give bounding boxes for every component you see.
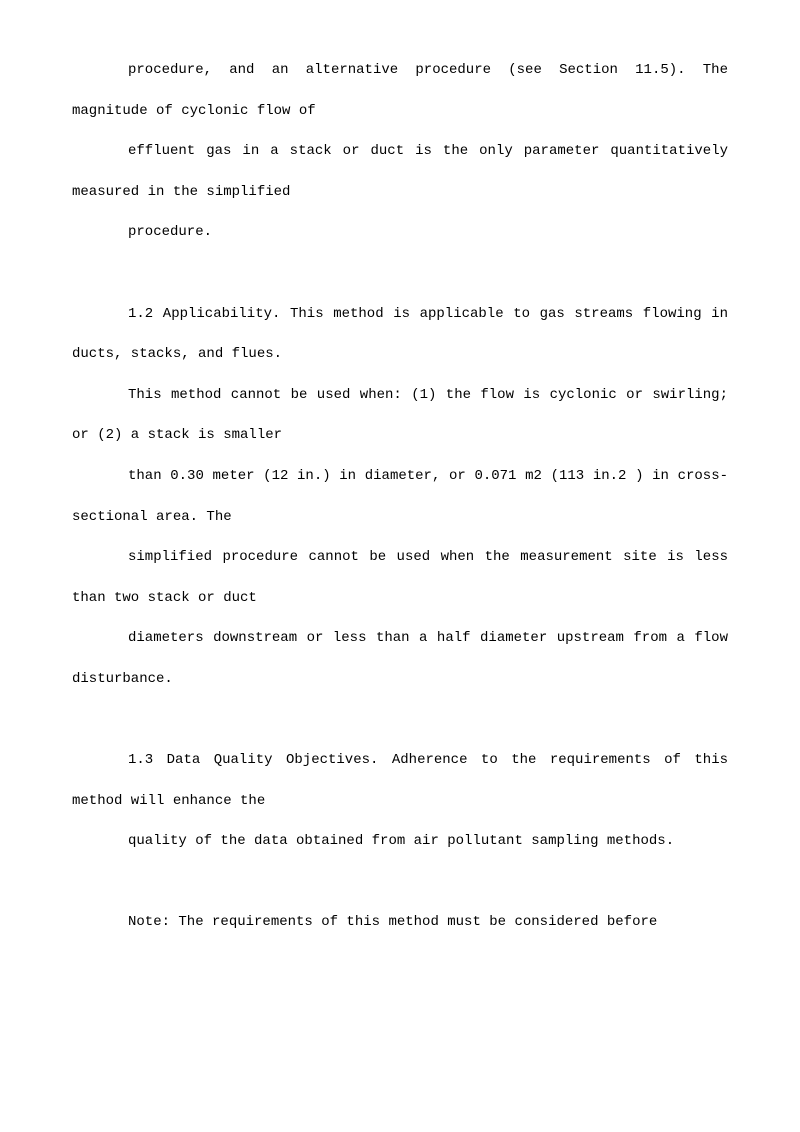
blank-line (72, 862, 728, 903)
body-line: diameters downstream or less than a half… (72, 618, 728, 699)
body-line: Note: The requirements of this method mu… (72, 902, 728, 943)
body-line: simplified procedure cannot be used when… (72, 537, 728, 618)
body-line: effluent gas in a stack or duct is the o… (72, 131, 728, 212)
body-line: quality of the data obtained from air po… (72, 821, 728, 862)
body-line: procedure, and an alternative procedure … (72, 50, 728, 131)
body-line: than 0.30 meter (12 in.) in diameter, or… (72, 456, 728, 537)
blank-line (72, 253, 728, 294)
document-page: procedure, and an alternative procedure … (0, 0, 800, 943)
body-line: procedure. (72, 212, 728, 253)
blank-line (72, 700, 728, 741)
body-line: 1.2 Applicability. This method is applic… (72, 294, 728, 375)
body-line: 1.3 Data Quality Objectives. Adherence t… (72, 740, 728, 821)
body-line: This method cannot be used when: (1) the… (72, 375, 728, 456)
